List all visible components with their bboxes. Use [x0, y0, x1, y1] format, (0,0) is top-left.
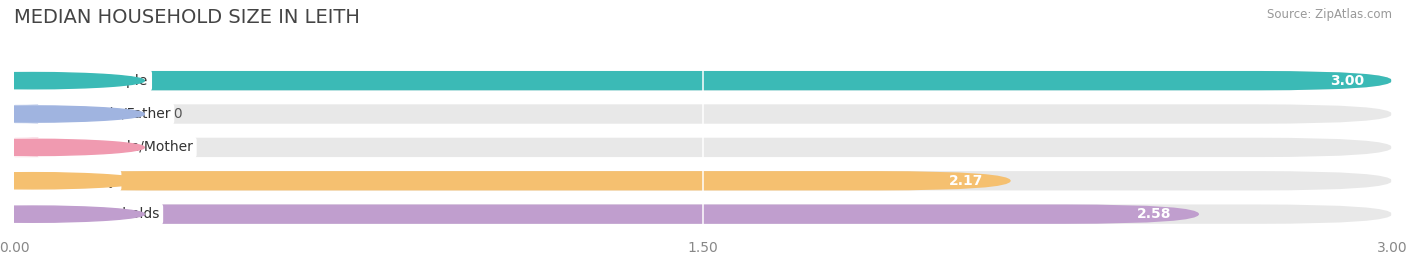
Circle shape [0, 73, 145, 89]
FancyBboxPatch shape [14, 71, 1392, 90]
FancyBboxPatch shape [14, 104, 1392, 124]
Text: Source: ZipAtlas.com: Source: ZipAtlas.com [1267, 8, 1392, 21]
Text: Married-Couple: Married-Couple [42, 74, 148, 88]
Text: Non-family: Non-family [42, 174, 117, 188]
Text: Single Female/Mother: Single Female/Mother [42, 140, 193, 154]
FancyBboxPatch shape [14, 204, 1199, 224]
Text: 3.00: 3.00 [1330, 74, 1364, 88]
Text: Total Households: Total Households [42, 207, 159, 221]
FancyBboxPatch shape [0, 138, 148, 157]
Text: 2.17: 2.17 [949, 174, 983, 188]
Circle shape [0, 173, 145, 189]
Text: 0.00: 0.00 [152, 107, 183, 121]
FancyBboxPatch shape [14, 138, 1392, 157]
Text: MEDIAN HOUSEHOLD SIZE IN LEITH: MEDIAN HOUSEHOLD SIZE IN LEITH [14, 8, 360, 27]
FancyBboxPatch shape [14, 171, 1011, 191]
Text: Single Male/Father: Single Male/Father [42, 107, 170, 121]
Circle shape [0, 206, 145, 222]
Text: 2.58: 2.58 [1137, 207, 1171, 221]
Circle shape [0, 106, 145, 122]
FancyBboxPatch shape [14, 71, 1392, 90]
FancyBboxPatch shape [14, 204, 1392, 224]
FancyBboxPatch shape [0, 104, 148, 124]
FancyBboxPatch shape [14, 171, 1392, 191]
Text: 0.00: 0.00 [152, 140, 183, 154]
Circle shape [0, 139, 145, 155]
